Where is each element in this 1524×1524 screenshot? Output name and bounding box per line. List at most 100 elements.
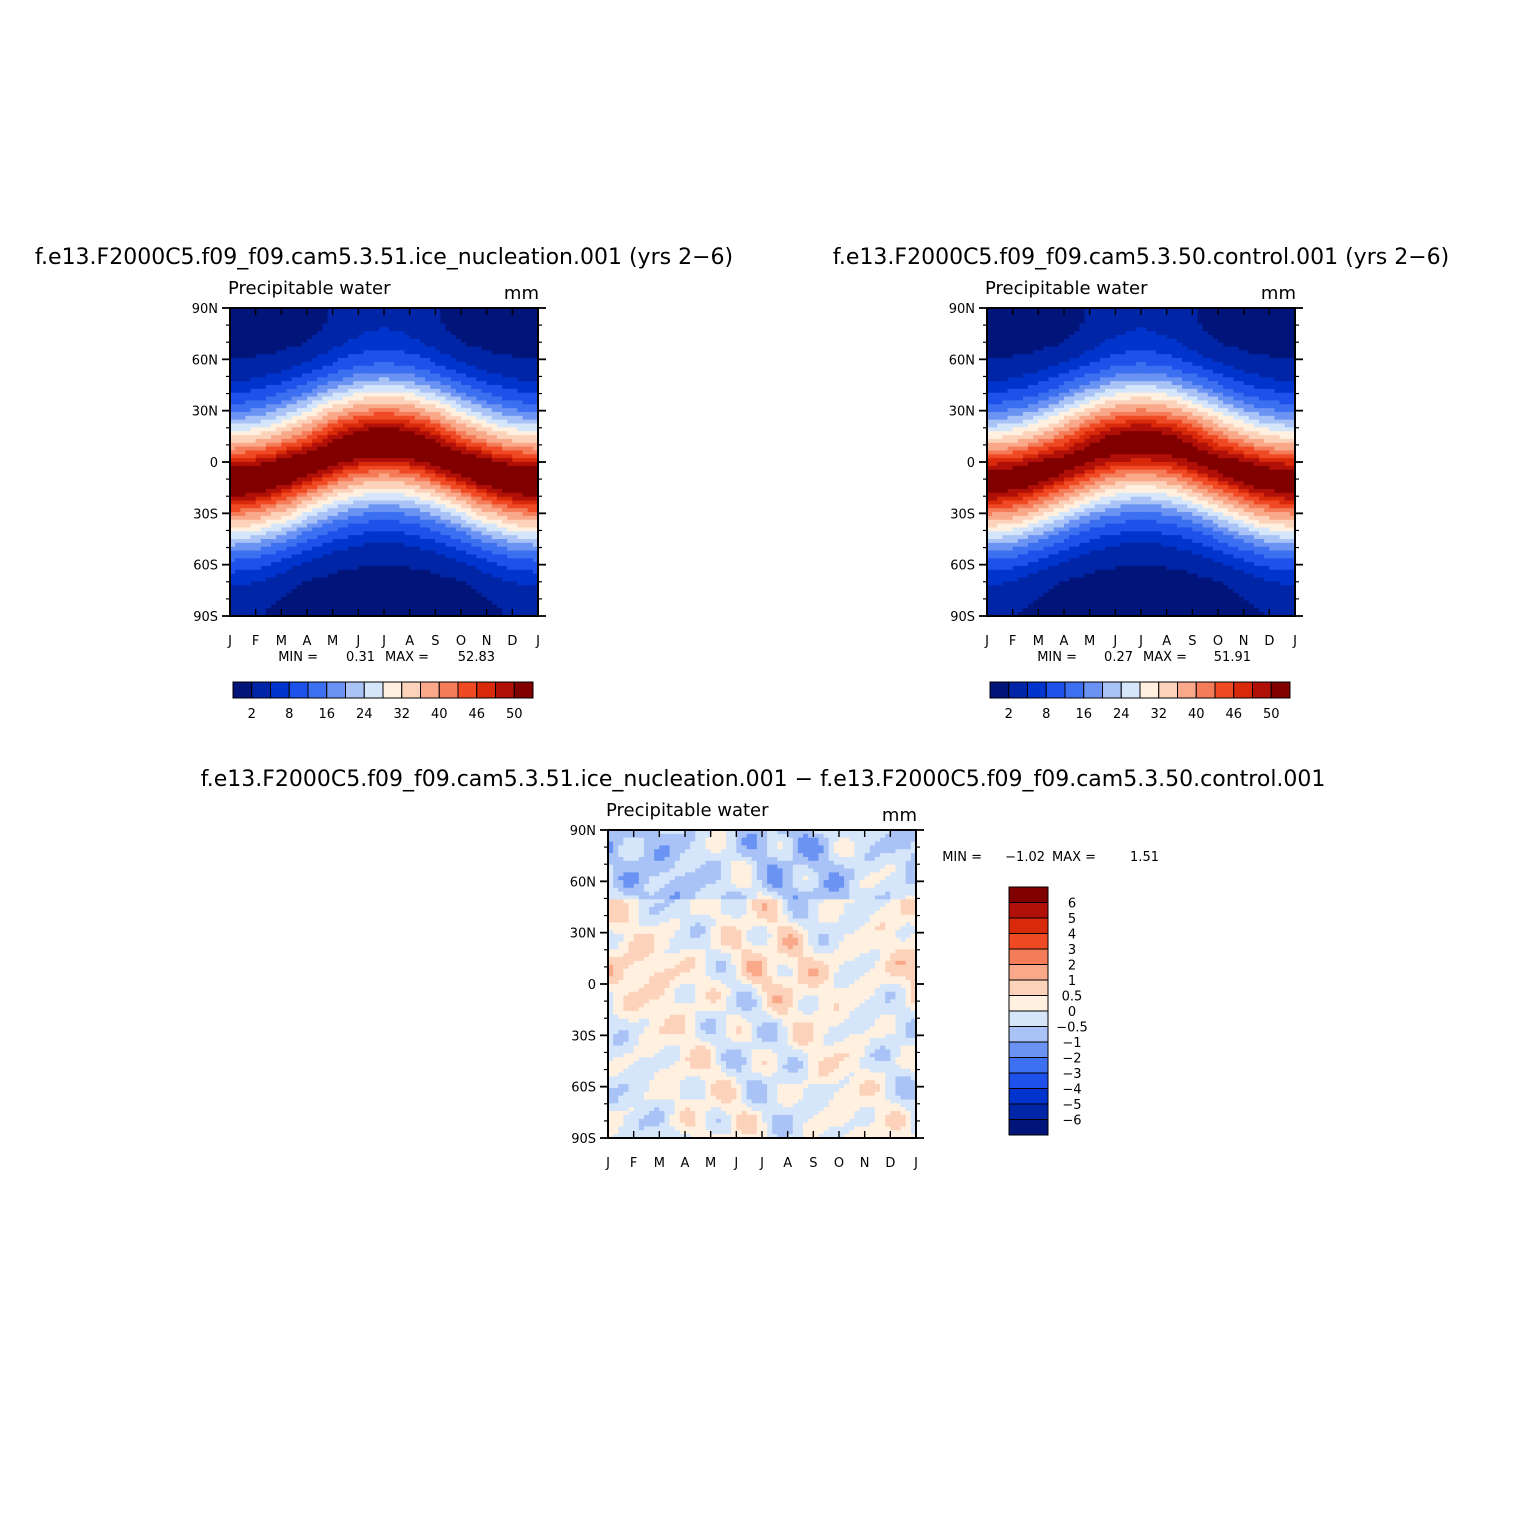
field-cell <box>527 573 534 579</box>
field-cell <box>332 427 339 432</box>
field-cell <box>317 596 323 602</box>
x-tick-label: J <box>355 634 360 649</box>
field-cell <box>301 346 308 351</box>
field-cell <box>435 465 442 471</box>
field-cell <box>496 523 503 529</box>
field-cell <box>404 450 411 455</box>
field-cell <box>301 531 308 536</box>
field-cell <box>317 311 323 317</box>
field-cell <box>240 327 246 332</box>
field-cell <box>384 504 390 509</box>
field-cell <box>276 581 282 586</box>
field-cell <box>332 404 339 409</box>
field-cell <box>353 369 359 375</box>
field-cell <box>353 423 359 428</box>
field-cell <box>368 404 375 409</box>
field-cell <box>327 492 334 498</box>
field-cell <box>240 365 246 371</box>
field-cell <box>358 608 365 613</box>
field-cell <box>260 334 267 340</box>
field-cell <box>348 342 354 348</box>
field-cell <box>291 361 298 367</box>
field-cell <box>527 458 534 463</box>
field-cell <box>476 508 483 513</box>
field-cell <box>358 350 365 355</box>
field-cell <box>476 315 483 321</box>
field-cell <box>235 531 241 536</box>
field-cell <box>389 469 395 475</box>
field-cell <box>296 596 303 602</box>
field-cell <box>368 323 375 328</box>
field-cell <box>317 408 323 413</box>
field-cell <box>481 454 488 459</box>
field-cell <box>512 585 519 590</box>
field-cell <box>409 442 416 448</box>
field-cell <box>481 319 488 324</box>
field-cell <box>445 581 452 586</box>
field-cell <box>450 400 457 405</box>
field-cell <box>532 361 539 367</box>
field-cell <box>255 427 262 432</box>
field-cell <box>517 492 524 498</box>
field-cell <box>327 319 334 324</box>
field-cell <box>389 573 395 579</box>
field-cell <box>337 354 344 359</box>
field-cell <box>353 396 359 401</box>
field-cell <box>358 612 365 617</box>
field-cell <box>987 496 993 502</box>
field-cell <box>450 311 457 317</box>
field-cell <box>404 408 411 413</box>
field-cell <box>384 392 390 398</box>
field-cell <box>450 473 457 478</box>
field-cell <box>987 473 993 478</box>
field-cell <box>486 454 493 459</box>
field-cell <box>245 331 252 336</box>
field-cell <box>471 562 477 567</box>
field-cell <box>399 338 406 344</box>
field-cell <box>445 500 452 505</box>
field-cell <box>425 338 431 344</box>
field-cell <box>378 604 385 609</box>
field-cell <box>384 388 390 394</box>
field-cell <box>445 600 452 606</box>
field-cell <box>337 350 344 355</box>
field-cell <box>987 465 993 471</box>
field-cell <box>368 381 375 386</box>
field-cell <box>987 500 993 505</box>
field-cell <box>522 527 529 532</box>
field-cell <box>245 438 252 444</box>
field-cell <box>491 338 498 344</box>
field-cell <box>496 504 503 509</box>
field-cell <box>476 415 483 421</box>
field-cell <box>265 508 272 513</box>
field-cell <box>312 438 318 444</box>
field-cell <box>296 539 303 544</box>
field-cell <box>532 408 539 413</box>
field-cell <box>476 488 483 494</box>
field-cell <box>481 392 488 398</box>
field-cell <box>260 311 267 317</box>
field-cell <box>471 481 477 486</box>
field-cell <box>327 512 334 517</box>
field-cell <box>348 431 354 436</box>
field-cell <box>368 504 375 509</box>
field-cell <box>240 435 246 440</box>
field-cell <box>337 358 344 363</box>
field-cell <box>450 585 457 590</box>
field-cell <box>307 592 313 598</box>
field-cell <box>245 496 252 502</box>
field-cell <box>281 592 288 598</box>
field-cell <box>425 385 431 390</box>
field-cell <box>245 535 252 540</box>
field-cell <box>378 315 385 321</box>
field-cell <box>471 423 477 428</box>
field-cell <box>322 581 329 586</box>
field-cell <box>291 500 298 505</box>
field-cell <box>291 469 298 475</box>
field-cell <box>373 361 380 367</box>
field-cell <box>271 481 277 486</box>
field-cell <box>435 527 442 532</box>
field-cell <box>496 358 503 363</box>
field-cell <box>307 558 313 563</box>
field-cell <box>430 327 436 332</box>
